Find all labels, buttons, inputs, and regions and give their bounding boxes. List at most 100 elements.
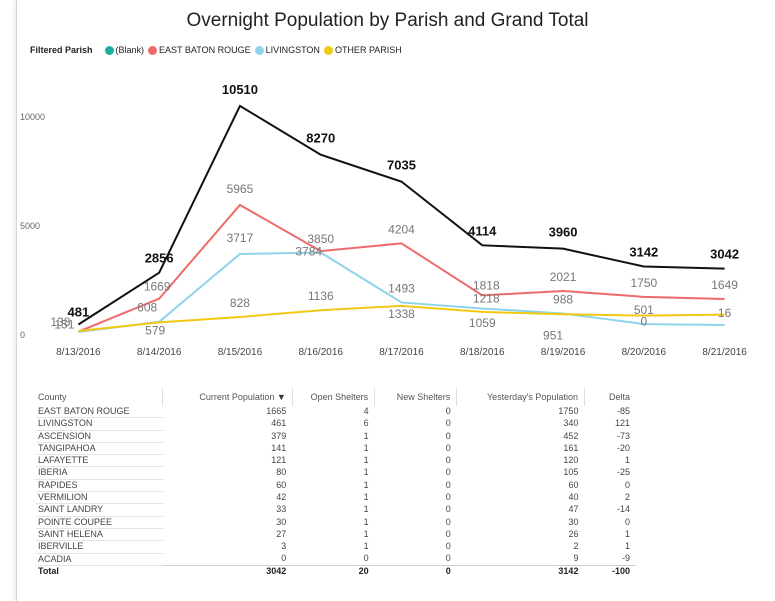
- data-label: 3960: [549, 225, 578, 240]
- table-row[interactable]: SAINT LANDRY 33 1 0 47 -14: [36, 503, 636, 517]
- x-tick-label: 8/15/2016: [218, 347, 263, 358]
- table-row[interactable]: POINTE COUPEE 30 1 0 30 0: [36, 516, 636, 529]
- table-cell: 60: [568, 479, 579, 490]
- legend-label: (Blank): [115, 45, 145, 55]
- table-cell: LAFAYETTE: [36, 454, 163, 468]
- table-cell: 0: [445, 516, 451, 527]
- table-cell: 0: [445, 406, 451, 417]
- table-cell: 0: [624, 516, 630, 527]
- sort-desc-icon[interactable]: ▼: [274, 392, 286, 402]
- table-cell: 0: [445, 455, 451, 466]
- table-row[interactable]: EAST BATON ROUGE 1665 4 0 1750 -85: [36, 406, 636, 419]
- data-label: 0: [640, 315, 647, 329]
- data-label: 5965: [227, 182, 254, 196]
- table-cell: IBERIA: [36, 466, 163, 480]
- table-cell: 0: [445, 430, 451, 441]
- table-cell: 27: [276, 528, 287, 539]
- data-label: 828: [230, 296, 250, 310]
- y-tick-label: 0: [20, 330, 25, 340]
- table-row[interactable]: ACADIA 0 0 0 9 -9: [36, 553, 636, 566]
- column-header[interactable]: Current Population ▼: [162, 388, 293, 406]
- legend-title: Filtered Parish: [30, 45, 93, 55]
- table-cell: 80: [276, 467, 287, 478]
- data-label: 988: [553, 292, 573, 306]
- table-cell: 3: [281, 541, 287, 552]
- table-cell: -73: [616, 430, 630, 441]
- chart-legend[interactable]: Filtered Parish (Blank) EAST BATON ROUGE L…: [30, 45, 406, 55]
- table-cell: 0: [445, 553, 451, 564]
- table-cell: 4: [363, 406, 369, 417]
- table-cell: 0: [445, 504, 451, 515]
- series-line[interactable]: [77, 104, 725, 326]
- table-row[interactable]: IBERIA 80 1 0 105 -25: [36, 466, 636, 480]
- data-label: 951: [543, 328, 563, 342]
- table-cell: 1: [363, 516, 369, 527]
- chart-title: Overnight Population by Parish and Grand…: [186, 10, 589, 31]
- legend-item[interactable]: EAST BATON ROUGE: [148, 45, 251, 55]
- table-cell: 26: [568, 528, 579, 539]
- column-header-label: County: [38, 392, 67, 402]
- table-cell: 1: [363, 430, 369, 441]
- table-cell: 3142: [456, 564, 585, 578]
- table-row[interactable]: VERMILION 42 1 0 40 2: [36, 491, 636, 505]
- table-cell: -100: [584, 564, 636, 578]
- data-label: 10510: [222, 82, 258, 97]
- x-tick-label: 8/21/2016: [702, 347, 747, 358]
- table-cell: 1: [363, 455, 369, 466]
- table-cell: 1: [624, 541, 630, 552]
- table-cell: POINTE COUPEE: [36, 516, 163, 529]
- legend-marker-icon: [254, 45, 264, 55]
- table-total-row[interactable]: Total 3042 20 0 3142 -100: [36, 564, 636, 578]
- data-label: 1818: [473, 278, 500, 292]
- column-header-label: Current Population: [199, 392, 275, 402]
- table-row[interactable]: SAINT HELENA 27 1 0 26 1: [36, 528, 636, 542]
- legend-label: LIVINGSTON: [265, 45, 320, 55]
- legend-item[interactable]: OTHER PARISH: [323, 45, 402, 55]
- column-header[interactable]: Yesterday's Population: [456, 388, 585, 406]
- line-chart: 0 5000 10000 8/13/2016 8/14/2016 8/15/2016 8/1…: [20, 82, 747, 358]
- data-label: 1218: [473, 291, 500, 305]
- table-cell: 161: [563, 442, 579, 453]
- table-cell: 1665: [266, 406, 287, 417]
- table-cell: 2: [573, 541, 579, 552]
- data-label: 3784: [295, 245, 322, 259]
- table-cell: 461: [271, 418, 287, 429]
- table-row[interactable]: LAFAYETTE 121 1 0 120 1: [36, 454, 636, 468]
- data-label: 2856: [145, 251, 174, 266]
- data-label: 16: [718, 306, 732, 320]
- table-cell: 2: [624, 492, 630, 503]
- table-cell: SAINT LANDRY: [36, 503, 163, 517]
- legend-item[interactable]: LIVINGSTON: [254, 45, 320, 55]
- table-row[interactable]: ASCENSION 379 1 0 452 -73: [36, 430, 636, 443]
- series-line[interactable]: [78, 203, 725, 333]
- table-cell: 0: [445, 528, 451, 539]
- table-row[interactable]: RAPIDES 60 1 0 60 0: [36, 479, 636, 493]
- data-label: 1059: [469, 316, 496, 330]
- table-row[interactable]: LIVINGSTON 461 6 0 340 121: [36, 417, 636, 431]
- column-header[interactable]: Delta: [583, 388, 636, 406]
- table-cell: 105: [563, 467, 579, 478]
- table-cell: 1: [363, 442, 369, 453]
- y-tick-label: 5000: [20, 221, 40, 231]
- table-cell: 33: [276, 504, 287, 515]
- column-header[interactable]: New Shelters: [374, 388, 457, 406]
- report-frame: [16, 0, 775, 601]
- table-cell: ASCENSION: [36, 430, 163, 443]
- series-line[interactable]: [78, 251, 725, 333]
- legend-item[interactable]: (Blank): [104, 45, 145, 55]
- column-header[interactable]: County: [36, 388, 163, 406]
- table-row[interactable]: TANGIPAHOA 141 1 0 161 -20: [36, 442, 636, 456]
- county-table: County Current Population ▼ Open Shelters N…: [36, 388, 636, 578]
- table-cell: IBERVILLE: [36, 540, 163, 554]
- column-header-label: Open Shelters: [310, 392, 369, 402]
- table-cell: 379: [271, 430, 287, 441]
- table-cell: 0: [445, 467, 451, 478]
- x-tick-label: 8/17/2016: [379, 347, 424, 358]
- table-cell: RAPIDES: [36, 479, 163, 493]
- table-cell: 0: [445, 442, 451, 453]
- series-line[interactable]: [78, 304, 725, 333]
- x-tick-label: 8/20/2016: [622, 347, 667, 358]
- table-row[interactable]: IBERVILLE 3 1 0 2 1: [36, 540, 636, 554]
- data-label: 3850: [307, 232, 334, 246]
- column-header[interactable]: Open Shelters: [291, 388, 375, 406]
